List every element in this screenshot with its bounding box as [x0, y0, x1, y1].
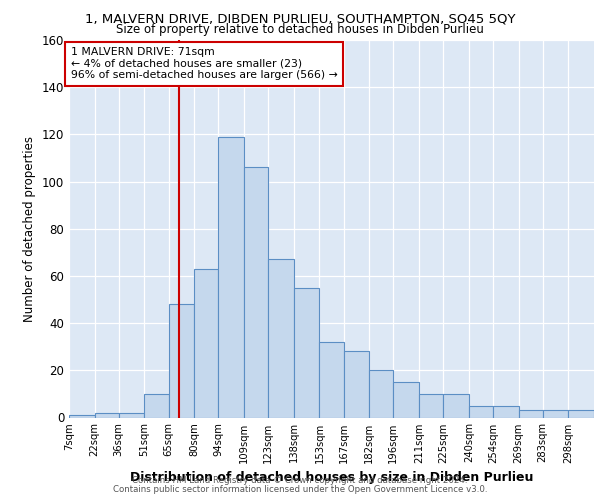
Text: Size of property relative to detached houses in Dibden Purlieu: Size of property relative to detached ho… [116, 22, 484, 36]
Bar [244, 168, 268, 418]
Bar [194, 269, 218, 418]
Bar [469, 406, 493, 417]
Bar [443, 394, 469, 417]
Bar [568, 410, 594, 418]
Bar [393, 382, 419, 418]
Text: Contains HM Land Registry data © Crown copyright and database right 2024.: Contains HM Land Registry data © Crown c… [132, 476, 468, 485]
Bar [419, 394, 443, 417]
Text: 1 MALVERN DRIVE: 71sqm
← 4% of detached houses are smaller (23)
96% of semi-deta: 1 MALVERN DRIVE: 71sqm ← 4% of detached … [71, 47, 337, 80]
Y-axis label: Number of detached properties: Number of detached properties [23, 136, 36, 322]
Text: Contains public sector information licensed under the Open Government Licence v3: Contains public sector information licen… [113, 484, 487, 494]
Bar [294, 288, 319, 418]
Bar [169, 304, 194, 418]
Bar [542, 410, 568, 418]
Bar [518, 410, 542, 418]
Bar [95, 413, 119, 418]
Bar [344, 352, 369, 418]
Bar [268, 260, 294, 418]
Bar [218, 136, 244, 418]
Bar [119, 413, 145, 418]
Bar [145, 394, 169, 417]
Bar [319, 342, 344, 417]
Bar [369, 370, 393, 418]
Bar [493, 406, 518, 417]
Text: 1, MALVERN DRIVE, DIBDEN PURLIEU, SOUTHAMPTON, SO45 5QY: 1, MALVERN DRIVE, DIBDEN PURLIEU, SOUTHA… [85, 12, 515, 26]
Bar [69, 415, 95, 418]
X-axis label: Distribution of detached houses by size in Dibden Purlieu: Distribution of detached houses by size … [130, 471, 533, 484]
